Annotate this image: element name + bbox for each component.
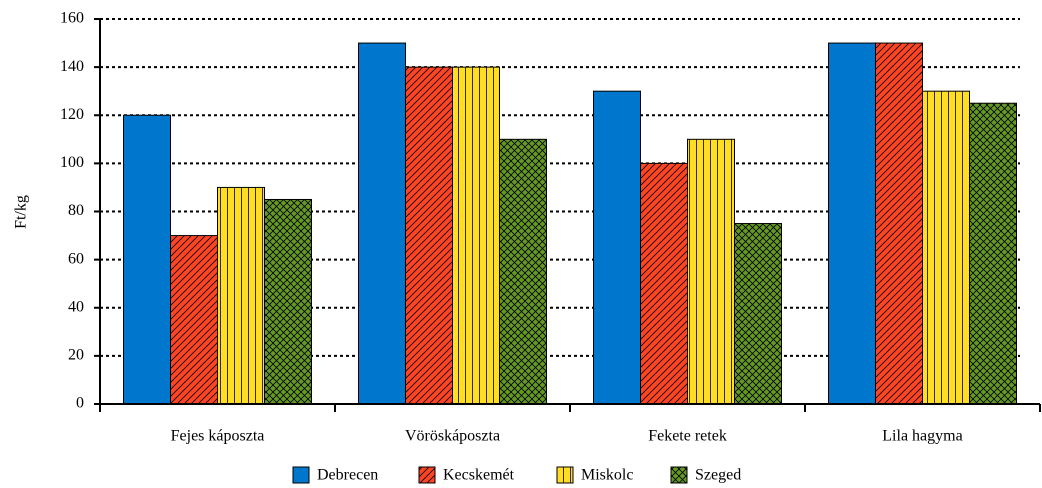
legend-swatch — [556, 466, 574, 484]
y-tick-label: 160 — [60, 10, 84, 27]
bar — [687, 138, 735, 405]
bar — [593, 90, 641, 405]
bar — [640, 162, 688, 405]
y-tick-label: 140 — [60, 58, 84, 75]
bar — [405, 66, 453, 405]
y-tick-label: 0 — [76, 395, 84, 412]
bar — [264, 198, 312, 405]
x-tick-label: Vöröskáposzta — [405, 428, 500, 445]
y-tick-label: 100 — [60, 154, 84, 171]
bar — [969, 102, 1017, 405]
bar — [170, 235, 218, 405]
legend-label: Miskolc — [581, 467, 633, 484]
y-tick-label: 80 — [68, 202, 84, 219]
bar — [922, 90, 970, 405]
y-axis-label: Ft/kg — [13, 195, 30, 229]
x-tick-label: Fekete retek — [648, 428, 727, 445]
x-tick-label: Lila hagyma — [882, 428, 962, 445]
bar — [217, 186, 265, 405]
legend-label: Kecskemét — [443, 467, 515, 484]
y-tick-label: 40 — [68, 298, 84, 315]
legend-label: Szeged — [695, 467, 741, 484]
bar — [358, 42, 406, 405]
bar — [828, 42, 876, 405]
bar — [123, 114, 171, 405]
legend-swatch — [418, 466, 436, 484]
y-tick-label: 120 — [60, 106, 84, 123]
bar — [452, 66, 500, 405]
y-tick-label: 60 — [68, 250, 84, 267]
bar — [734, 223, 782, 405]
legend-swatch — [670, 466, 688, 484]
legend-label: Debrecen — [317, 467, 378, 484]
y-tick-label: 20 — [68, 347, 84, 364]
bar — [875, 42, 923, 405]
bar — [499, 138, 547, 405]
legend-swatch — [292, 466, 310, 484]
x-tick-label: Fejes káposzta — [171, 428, 265, 445]
